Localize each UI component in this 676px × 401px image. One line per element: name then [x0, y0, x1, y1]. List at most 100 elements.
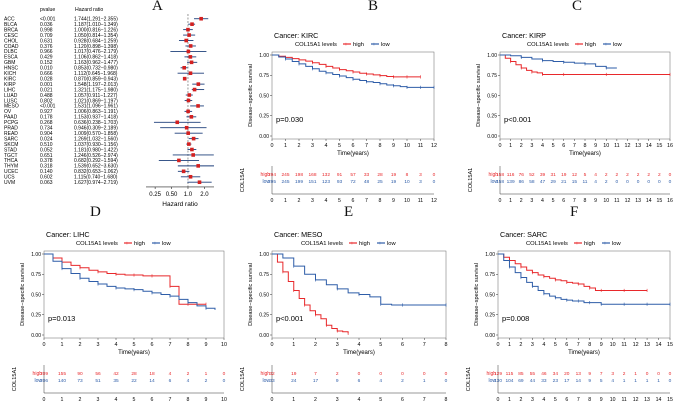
- forest-hr-marker: [182, 65, 187, 70]
- km-x-tick-label: 2: [79, 342, 82, 348]
- risk-table-row-label-high: high: [261, 371, 271, 377]
- forest-hr-marker: [187, 93, 192, 97]
- forest-hr-marker: [177, 158, 181, 163]
- km-x-tick-label: 2: [298, 143, 301, 149]
- km-x-tick-label: 2: [314, 342, 317, 348]
- forest-row-hr-text: 0.946(0.309−2.189): [74, 126, 118, 132]
- risk-table-cell-low: 295: [268, 179, 276, 185]
- km-x-tick-label: 9: [600, 342, 603, 348]
- forest-row-pvalue: <0.001: [40, 104, 56, 110]
- km-y-label: Disease−specific survival: [476, 64, 482, 127]
- forest-row-hr-text: 1.112(0.645−1.968): [74, 71, 118, 77]
- risk-table-cell-high: 2: [616, 172, 619, 178]
- forest-row-hr-text: 1.548(1.197−2.013): [74, 82, 118, 88]
- km-x-tick-label: 13: [644, 342, 650, 348]
- risk-table-cell-high: 18: [149, 371, 155, 377]
- risk-table-x-tick-label: 6: [352, 198, 355, 204]
- forest-row-pvalue: 0.802: [40, 98, 53, 104]
- km-x-tick-label: 4: [542, 342, 545, 348]
- risk-table-cell-low: 0: [669, 378, 672, 384]
- forest-hr-marker: [186, 109, 190, 114]
- forest-row-hr-text: 1.539(0.652−3.630): [74, 164, 118, 170]
- forest-hr-marker: [190, 22, 194, 26]
- risk-table-cell-low: 47: [540, 179, 546, 185]
- risk-table-cell-low: 21: [561, 179, 567, 185]
- forest-row-pvalue: 0.631: [40, 38, 53, 44]
- km-legend-label-high: high: [134, 241, 145, 247]
- risk-table-x-tick-label: 11: [418, 198, 423, 204]
- forest-row-pvalue: 0.152: [40, 60, 53, 66]
- forest-row-name: KICH: [4, 71, 16, 77]
- km-x-tick-label: 3: [530, 143, 533, 149]
- risk-table-x-tick-label: 14: [646, 198, 652, 204]
- forest-x-tick-label: 2.0: [200, 192, 209, 198]
- risk-table-x-tick-label: 3: [531, 397, 534, 401]
- forest-row-hr-text: 1.321(1.175−1.980): [74, 87, 118, 93]
- risk-table-cell-low: 14: [149, 378, 155, 384]
- km-x-tick-label: 15: [656, 143, 662, 149]
- km-y-tick-label: 1.00: [259, 252, 269, 258]
- forest-hr-marker: [191, 153, 195, 157]
- forest-row-name: THYM: [4, 164, 18, 170]
- km-title: Cancer: MESO: [274, 230, 323, 239]
- km-x-tick-label: 4: [541, 143, 544, 149]
- risk-table-cell-low: 73: [77, 378, 83, 384]
- forest-hr-marker: [186, 131, 190, 135]
- risk-table-x-tick-label: 1: [61, 397, 64, 401]
- km-legend-mark-low: +: [154, 241, 157, 247]
- risk-table-cell-low: 35: [113, 378, 119, 384]
- risk-table-cell-low: 4: [611, 378, 614, 384]
- hr-header: Hazard ratio: [75, 7, 103, 13]
- risk-table-cell-low: 22: [131, 378, 137, 384]
- km-y-tick-label: 0.50: [485, 292, 495, 298]
- risk-table-cell-high: 0: [433, 172, 436, 178]
- panel-label-e: E: [344, 204, 354, 220]
- risk-table-x-tick-label: 8: [584, 198, 587, 204]
- forest-row-pvalue: 0.602: [40, 175, 53, 181]
- km-legend-title: COL15A1 levels: [295, 42, 337, 48]
- risk-table-x-tick-label: 9: [600, 397, 603, 401]
- km-legend-title: COL15A1 levels: [526, 241, 568, 247]
- risk-table-cell-low: 140: [58, 378, 66, 384]
- risk-table-cell-low: 0: [658, 179, 661, 185]
- km-legend-mark-low: +: [605, 42, 608, 48]
- forest-row-hr-text: 1.246(0.526−2.974): [74, 153, 118, 159]
- forest-row-hr-text: 1.153(0.937−1.418): [74, 115, 118, 121]
- risk-table-x-tick-label: 9: [205, 397, 208, 401]
- risk-table-cell-high: 19: [291, 371, 297, 377]
- km-x-tick-label: 6: [565, 342, 568, 348]
- km-x-tick-label: 1: [292, 342, 295, 348]
- forest-row-name: MESO: [4, 104, 19, 110]
- risk-table-x-tick-label: 7: [577, 397, 580, 401]
- km-x-tick-label: 8: [187, 342, 190, 348]
- risk-table-y-label: COL15A1: [240, 168, 246, 193]
- forest-hr-marker: [182, 76, 187, 81]
- km-x-tick-label: 12: [431, 143, 437, 149]
- risk-table-cell-high: 42: [113, 371, 119, 377]
- forest-row-pvalue: 0.010: [40, 66, 53, 72]
- forest-row-name: HNSC: [4, 66, 19, 72]
- risk-table-cell-low: 72: [350, 179, 356, 185]
- km-curve-low: [498, 253, 670, 305]
- risk-table-x-tick-label: 12: [633, 397, 639, 401]
- km-y-tick-label: 1.00: [485, 252, 495, 258]
- risk-table-cell-high: 0: [445, 371, 448, 377]
- km-legend-mark-high: +: [351, 241, 354, 247]
- risk-table-cell-high: 0: [423, 371, 426, 377]
- km-y-tick-label: 0.00: [259, 333, 269, 339]
- risk-table-cell-high: 209: [40, 371, 48, 377]
- forest-row-name: BRCA: [4, 27, 19, 33]
- risk-table-cell-high: 116: [507, 172, 515, 178]
- risk-table-x-tick-label: 1: [509, 198, 512, 204]
- risk-table-cell-high: 12: [572, 172, 578, 178]
- risk-table-x-tick-label: 11: [614, 198, 619, 204]
- km-x-tick-label: 10: [404, 143, 410, 149]
- km-y-tick-label: 0.75: [487, 73, 497, 79]
- km-y-tick-label: 0.25: [485, 313, 495, 319]
- forest-row-hr-text: 1.744(1.291−2.355): [74, 17, 118, 23]
- forest-row-name: LUAD: [4, 93, 18, 99]
- km-y-label: Disease−specific survival: [248, 263, 254, 326]
- risk-table-cell-low: 24: [291, 378, 297, 384]
- km-x-tick-label: 11: [621, 342, 627, 348]
- km-legend-label-low: low: [612, 241, 622, 247]
